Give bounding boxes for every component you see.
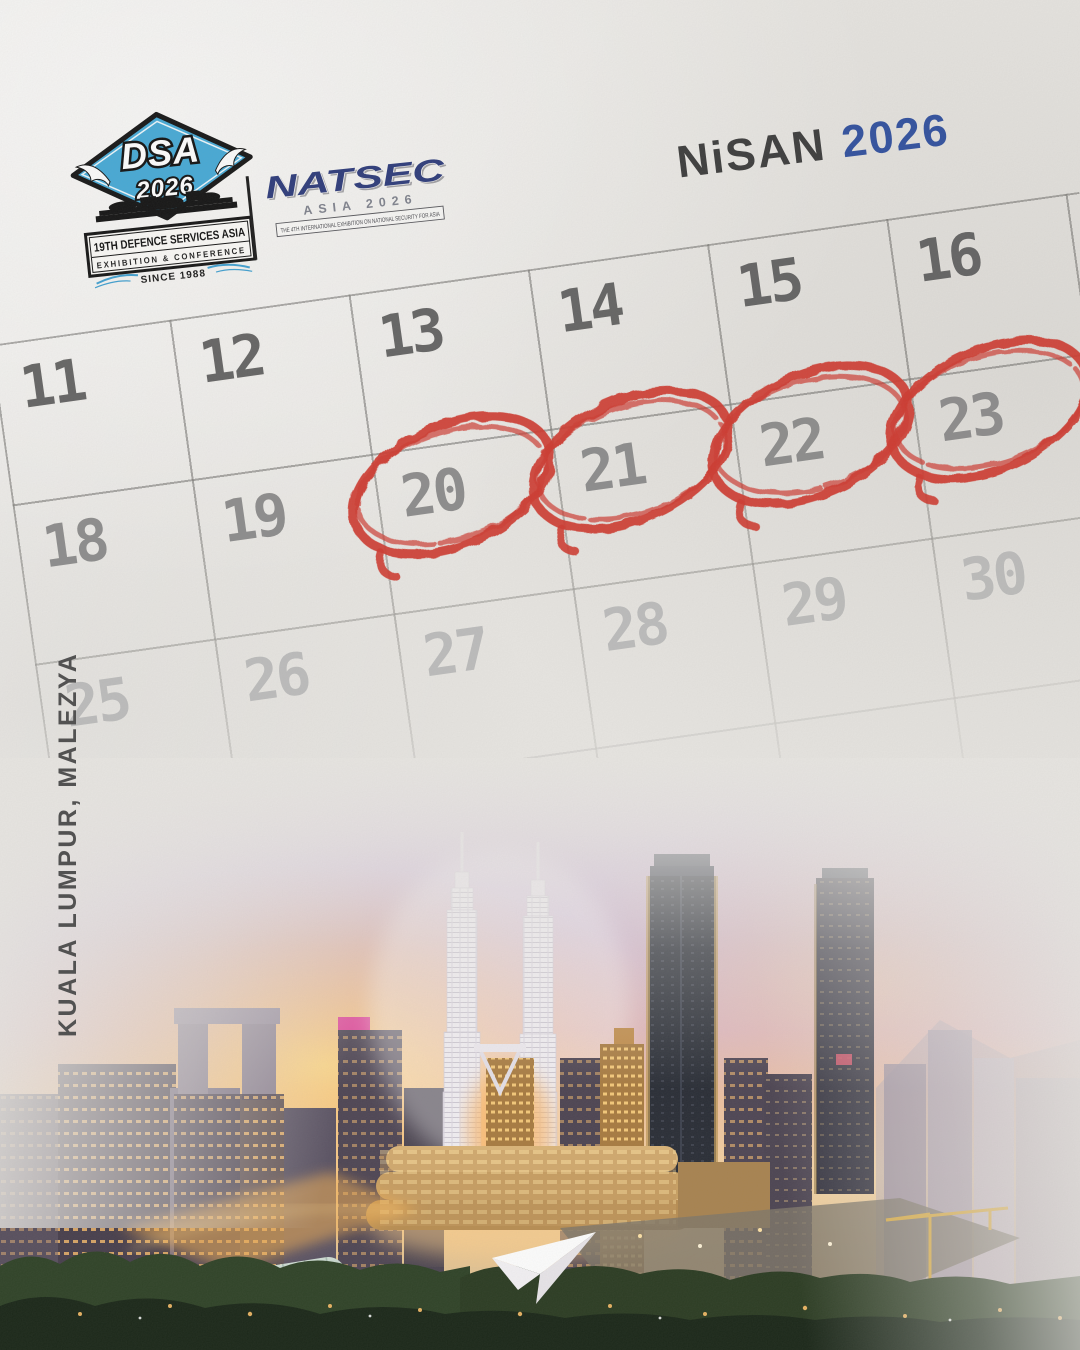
- photo-right-fade: [640, 758, 1080, 1350]
- date-circle: [887, 335, 1080, 506]
- dsa-2026-logo: DSA 2026 19TH DEFENCE SERVICES ASIA EXHI…: [70, 111, 257, 289]
- location-label: KUALA LUMPUR, MALEZYA: [54, 651, 82, 1037]
- dsa-logo-title: DSA: [119, 128, 202, 177]
